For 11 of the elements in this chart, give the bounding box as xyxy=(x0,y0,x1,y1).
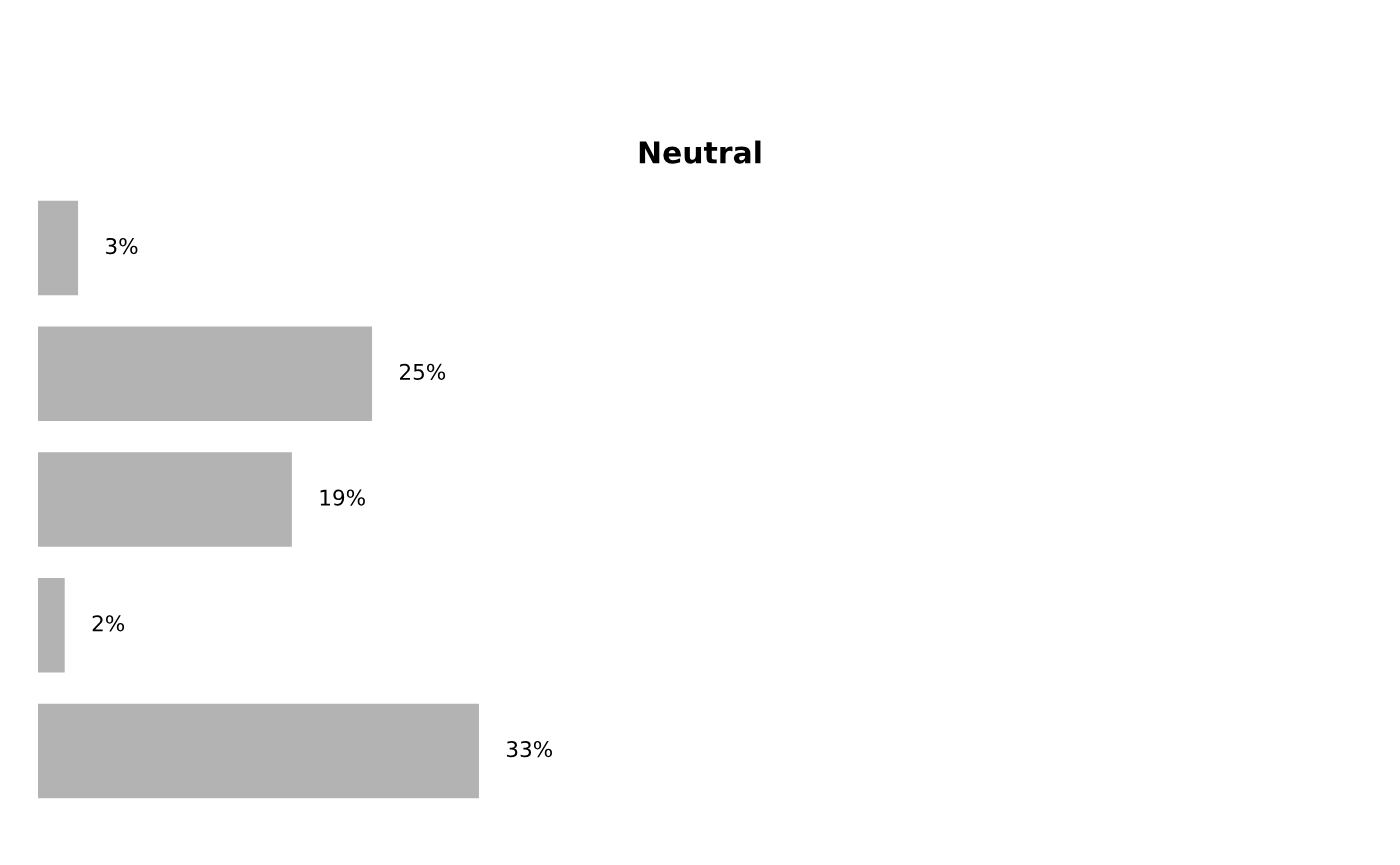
data-label: 3% xyxy=(106,237,138,255)
bar xyxy=(38,200,79,296)
bar xyxy=(38,326,373,421)
bar xyxy=(38,452,292,547)
data-label: 19% xyxy=(320,489,365,506)
data-label: 2% xyxy=(92,615,125,632)
bar xyxy=(38,703,479,799)
bar xyxy=(38,578,65,673)
data-label: 33% xyxy=(506,740,552,758)
data-label: 25% xyxy=(400,363,446,380)
text: Neutral xyxy=(639,140,761,164)
